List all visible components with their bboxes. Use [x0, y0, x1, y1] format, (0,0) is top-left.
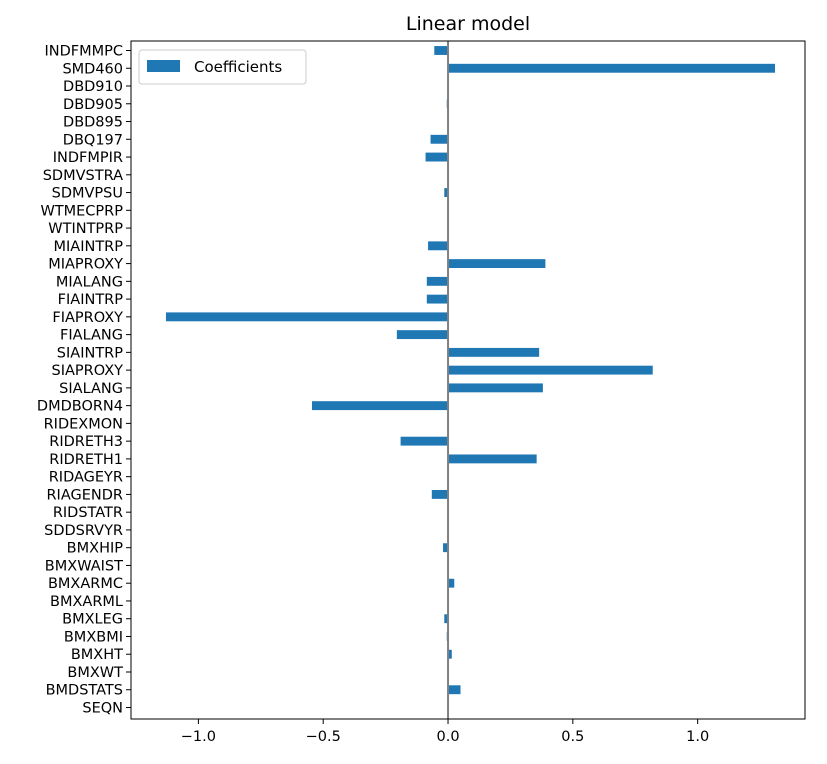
y-tick-label-siaproxy: SIAPROXY	[52, 363, 124, 379]
bar-riagendr	[431, 489, 449, 499]
bar-siaproxy	[448, 365, 653, 375]
bar-miaproxy	[448, 259, 546, 269]
y-tick-label-indfmmpc: INDFMMPC	[44, 44, 123, 60]
legend: Coefficients	[138, 49, 307, 85]
y-tick-label-sialang: SIALANG	[59, 381, 123, 397]
x-tick-label-3: 0.5	[561, 729, 584, 745]
y-tick-label-wtintprp: WTINTPRP	[48, 221, 123, 237]
y-tick-label-bmdstats: BMDSTATS	[46, 683, 123, 699]
y-tick-label-sdmvpsu: SDMVPSU	[52, 186, 123, 202]
bar-mialang	[426, 276, 449, 286]
bar-bmxleg	[444, 614, 449, 624]
y-tick-label-dbq197: DBQ197	[63, 132, 123, 148]
bar-bmxarmc	[448, 578, 455, 588]
y-tick-label-riagendr: RIAGENDR	[46, 487, 123, 503]
y-tick-label-dbd895: DBD895	[63, 115, 123, 131]
y-tick-label-bmxleg: BMXLEG	[62, 612, 123, 628]
y-tick-label-miaintrp: MIAINTRP	[53, 239, 123, 255]
chart-title: Linear model	[406, 13, 530, 35]
y-tick-label-bmxbmi: BMXBMI	[64, 629, 123, 645]
x-tick-label-2: 0.0	[436, 729, 459, 745]
bar-dmdborn4	[311, 401, 449, 411]
legend-label: Coefficients	[194, 58, 282, 76]
y-tick-label-bmxwt: BMXWT	[67, 665, 123, 681]
y-tick-label-wtmecprp: WTMECPRP	[40, 203, 123, 219]
bar-ridreth3	[400, 436, 449, 446]
x-axis: −1.0 −0.5 0.0 0.5 1.0	[181, 719, 709, 745]
y-tick-label-sddsrvyr: SDDSRVYR	[44, 523, 123, 539]
bar-sialang	[448, 383, 543, 393]
y-tick-label-fiaproxy: FIAPROXY	[52, 310, 123, 326]
y-tick-label-sdmvstra: SDMVSTRA	[43, 168, 123, 184]
bar-fiaintrp	[426, 294, 449, 304]
y-tick-label-bmxhip: BMXHIP	[67, 541, 124, 557]
bar-indfmmpc	[434, 46, 449, 55]
legend-swatch	[147, 60, 180, 72]
bar-fialang	[396, 330, 449, 340]
y-tick-label-fialang: FIALANG	[60, 328, 123, 344]
y-tick-label-siaintrp: SIAINTRP	[57, 345, 123, 361]
y-tick-label-miaproxy: MIAPROXY	[48, 257, 123, 273]
y-tick-label-ridageyr: RIDAGEYR	[49, 470, 123, 486]
y-tick-label-bmxarmc: BMXARMC	[48, 576, 123, 592]
x-tick-label-4: 1.0	[686, 729, 709, 745]
bar-dbq197	[430, 134, 449, 144]
plot-frame	[130, 40, 806, 720]
y-tick-label-bmxwaist: BMXWAIST	[45, 558, 123, 574]
y-tick-label-bmxarml: BMXARML	[50, 594, 123, 610]
y-tick-label-seqn: SEQN	[82, 701, 123, 717]
y-tick-label-ridreth3: RIDRETH3	[49, 434, 123, 450]
bar-fiaproxy	[165, 312, 449, 322]
bar-ridreth1	[448, 454, 537, 464]
y-tick-label-ridstatr: RIDSTATR	[53, 505, 123, 521]
x-tick-label-1: −0.5	[306, 729, 341, 745]
y-tick-label-ridexmon: RIDEXMON	[44, 416, 123, 432]
bar-bmdstats	[448, 685, 461, 695]
y-tick-label-dbd905: DBD905	[63, 97, 123, 113]
bar-smd460	[448, 63, 776, 73]
y-tick-label-fiaintrp: FIAINTRP	[58, 292, 124, 308]
y-tick-label-dbd910: DBD910	[63, 79, 123, 95]
legend-box	[138, 49, 307, 85]
x-tick-label-0: −1.0	[181, 729, 216, 745]
bar-bmxht	[448, 649, 452, 659]
bar-bmxhip	[443, 543, 449, 553]
bar-siaintrp	[448, 347, 540, 357]
bar-sdmvpsu	[444, 188, 449, 197]
y-tick-label-dmdborn4: DMDBORN4	[37, 399, 123, 415]
bars-layer	[165, 46, 776, 695]
y-tick-label-mialang: MIALANG	[56, 274, 123, 290]
bar-indfmpir	[425, 152, 449, 162]
y-tick-label-bmxht: BMXHT	[71, 647, 123, 663]
y-tick-label-indfmpir: INDFMPIR	[53, 150, 123, 166]
y-tick-label-ridreth1: RIDRETH1	[49, 452, 123, 468]
bar-miaintrp	[428, 241, 449, 251]
y-tick-label-smd460: SMD460	[62, 61, 123, 77]
